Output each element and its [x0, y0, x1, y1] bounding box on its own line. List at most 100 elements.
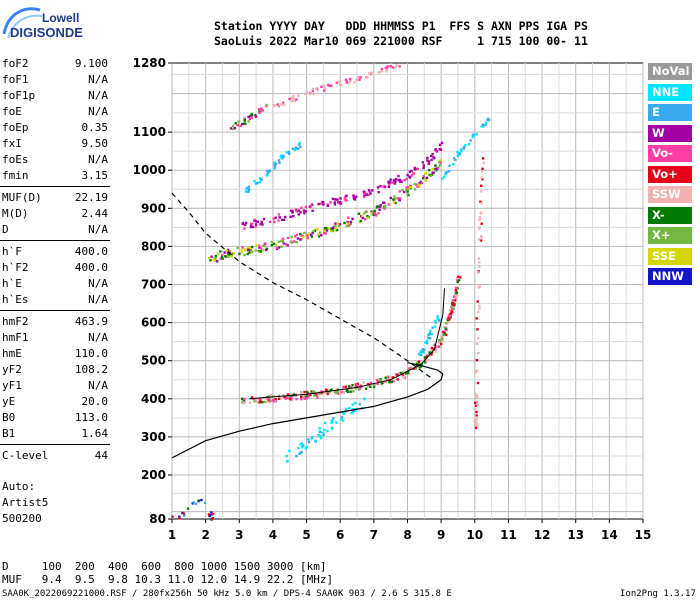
echo-point — [291, 209, 294, 213]
echo-point — [307, 438, 310, 441]
echo-point — [372, 385, 376, 388]
y-tick-label: 800 — [141, 239, 166, 253]
echo-point — [364, 210, 367, 214]
param-row-h-f2: h`F2 400.0 — [2, 260, 108, 275]
echo-point — [237, 120, 240, 123]
echo-point — [384, 204, 387, 207]
echo-point — [275, 246, 279, 249]
echo-point — [311, 209, 314, 212]
echo-point — [242, 401, 245, 405]
echo-point — [258, 244, 261, 247]
echo-point — [354, 383, 358, 386]
echo-point — [406, 190, 409, 193]
echo-point — [307, 395, 310, 398]
echo-point — [264, 248, 268, 252]
echo-point — [345, 81, 348, 84]
echo-point — [352, 408, 355, 411]
echo-point — [475, 400, 479, 403]
echo-point — [397, 174, 400, 178]
echo-point — [258, 111, 261, 115]
echo-point — [306, 236, 309, 240]
echo-point — [273, 167, 276, 170]
echo-point — [402, 375, 406, 379]
echo-point — [464, 144, 467, 147]
echo-point — [392, 198, 395, 201]
echo-point — [263, 244, 266, 248]
echo-point — [322, 433, 325, 437]
param-value: 400.0 — [74, 261, 108, 274]
param-row-foep: foEp 0.35 — [2, 120, 108, 135]
echo-point — [427, 336, 430, 340]
echo-point — [278, 161, 281, 164]
x-tick-label: 6 — [336, 528, 344, 542]
electron-density-profile — [171, 362, 444, 459]
echo-point — [336, 198, 339, 201]
echo-point — [236, 246, 239, 249]
echo-point — [335, 391, 338, 394]
model-trace-line — [249, 288, 445, 400]
echo-point — [454, 289, 458, 292]
param-name: h`F — [2, 245, 22, 258]
echo-point — [391, 181, 394, 184]
echo-point — [347, 216, 350, 219]
param-row-h-f: h`F 400.0 — [2, 244, 108, 259]
echo-point — [290, 100, 294, 103]
echo-point — [485, 121, 488, 124]
echo-point — [320, 85, 323, 88]
echo-point — [311, 89, 314, 93]
param-value: N/A — [88, 277, 108, 290]
echo-point — [259, 250, 263, 253]
echo-point — [362, 195, 366, 199]
echo-point — [425, 176, 429, 180]
echo-point — [285, 151, 288, 154]
echo-point — [417, 183, 420, 186]
param-name: D — [2, 223, 9, 236]
echo-point — [354, 401, 357, 405]
echo-point — [334, 225, 337, 228]
param-name: foEp — [2, 121, 29, 134]
echo-point — [439, 159, 442, 162]
echo-point — [299, 211, 302, 214]
param-value: N/A — [88, 331, 108, 344]
param-value: N/A — [88, 89, 108, 102]
echo-point — [380, 68, 384, 71]
echo-point — [295, 455, 298, 458]
echo-point — [178, 515, 181, 518]
echo-point — [322, 84, 325, 87]
x-tick-label: 13 — [567, 528, 584, 542]
echo-point — [183, 514, 186, 517]
echo-point — [216, 260, 219, 263]
echo-point — [442, 330, 445, 334]
legend-item-x-: X- — [648, 206, 692, 224]
echo-point — [290, 398, 293, 401]
echo-point — [424, 171, 428, 175]
echo-point — [421, 348, 424, 351]
echo-point — [392, 200, 396, 204]
param-name: B0 — [2, 411, 16, 424]
echo-point — [274, 162, 278, 166]
echo-point — [328, 84, 331, 88]
echo-point — [347, 385, 351, 388]
echo-point — [467, 143, 471, 146]
echo-point — [243, 397, 246, 401]
echo-point — [482, 125, 485, 128]
echo-point — [244, 223, 247, 227]
echo-point — [359, 76, 362, 79]
echo-point — [347, 81, 351, 85]
echo-point — [388, 375, 392, 379]
param-value: 113.0 — [74, 411, 108, 424]
echo-point — [376, 382, 379, 386]
param-name: foF1p — [2, 89, 36, 102]
echo-point — [247, 185, 250, 188]
echo-point — [478, 285, 481, 288]
echo-point — [245, 187, 248, 190]
echo-point — [339, 201, 342, 204]
echo-point — [316, 228, 319, 231]
echo-point — [246, 252, 249, 256]
echo-point — [481, 167, 484, 170]
echo-point — [249, 114, 252, 118]
echo-point — [377, 191, 380, 194]
echo-point — [281, 238, 284, 241]
echo-point — [258, 397, 261, 400]
echo-point — [226, 251, 229, 254]
